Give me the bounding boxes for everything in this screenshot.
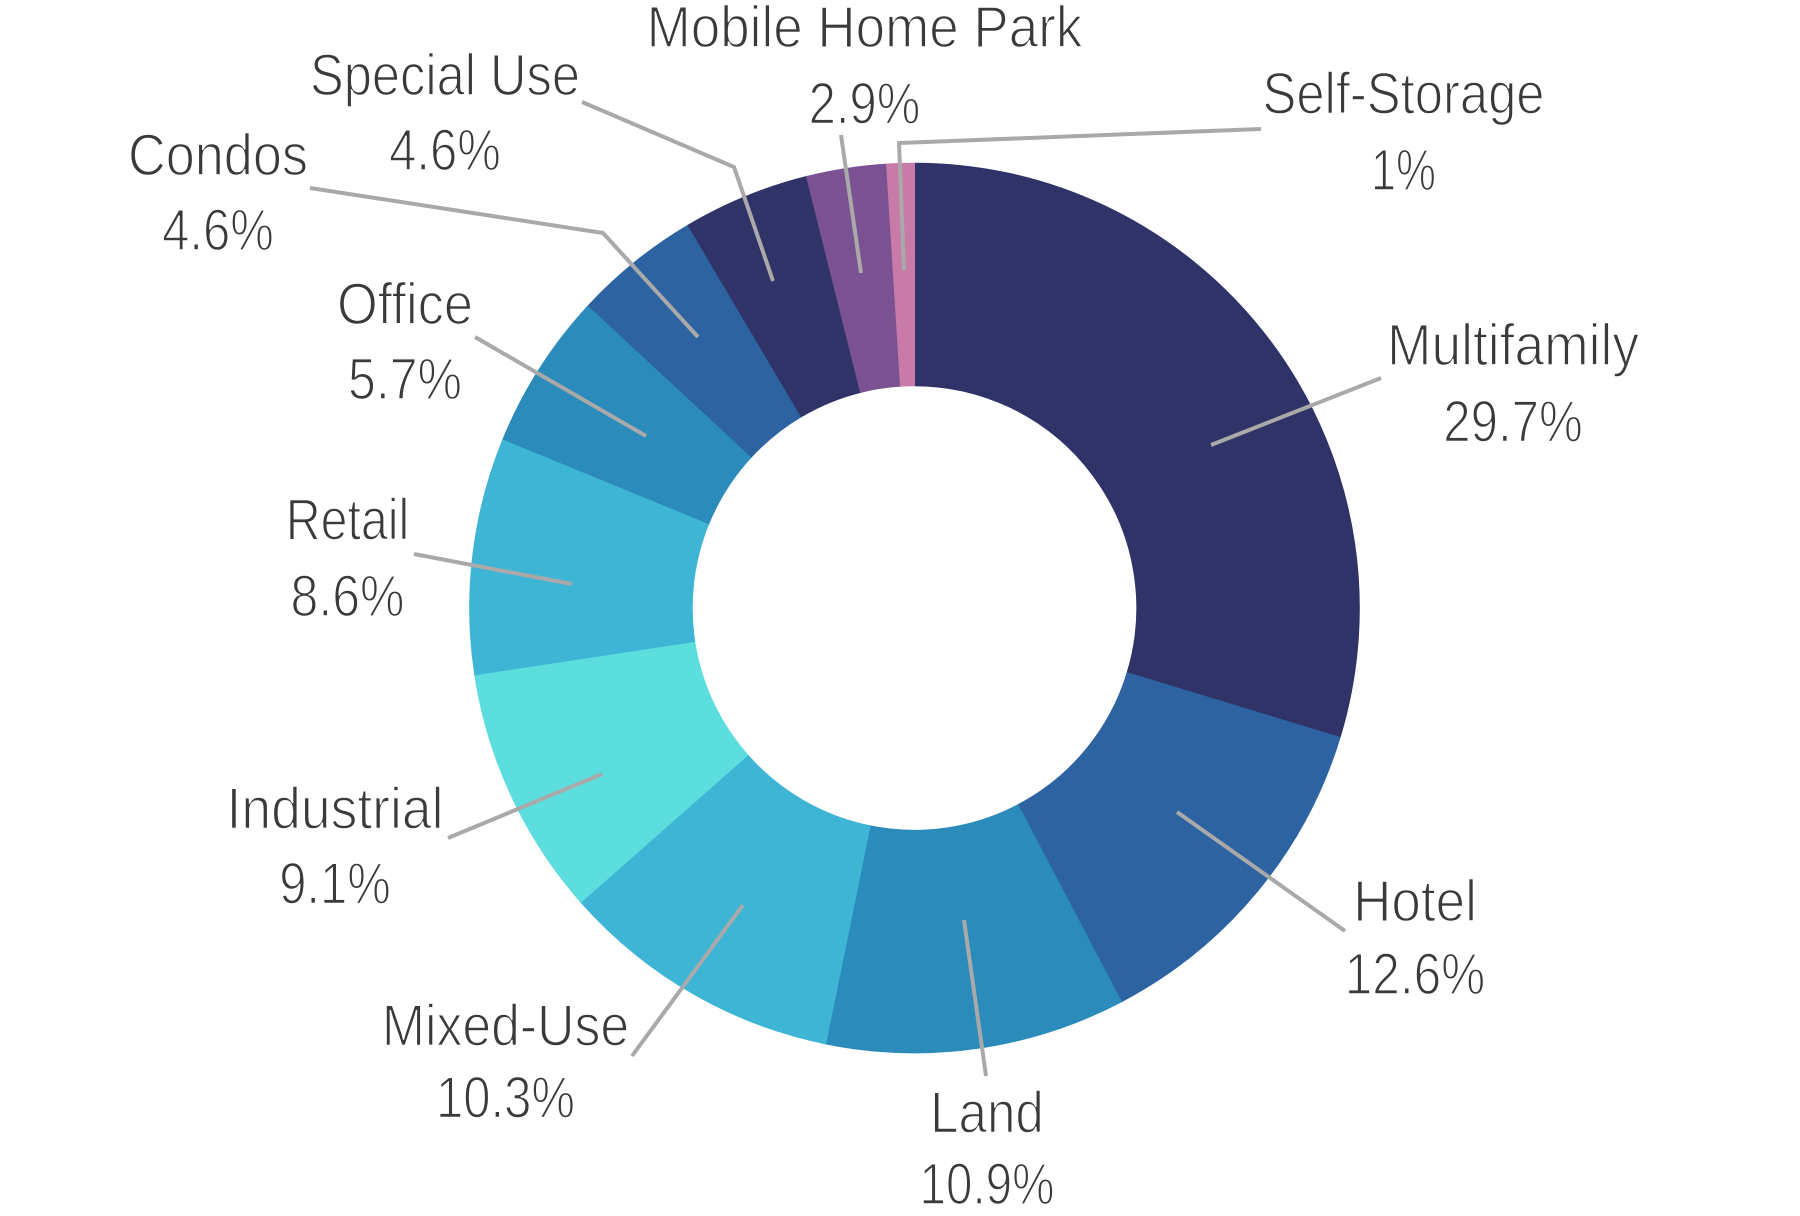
- svg-text:9.1%: 9.1%: [279, 852, 391, 917]
- svg-text:Self-Storage: Self-Storage: [1263, 61, 1545, 126]
- svg-text:1%: 1%: [1371, 138, 1436, 203]
- svg-text:Retail: Retail: [286, 488, 410, 553]
- svg-text:Mixed-Use: Mixed-Use: [382, 993, 629, 1058]
- svg-text:10.3%: 10.3%: [436, 1066, 575, 1131]
- svg-text:Mobile Home Park: Mobile Home Park: [647, 0, 1084, 60]
- svg-text:4.6%: 4.6%: [389, 118, 501, 183]
- svg-text:Hotel: Hotel: [1353, 869, 1477, 934]
- svg-text:2.9%: 2.9%: [809, 71, 921, 136]
- svg-text:8.6%: 8.6%: [291, 564, 405, 629]
- svg-text:Multifamily: Multifamily: [1387, 313, 1639, 378]
- svg-text:12.6%: 12.6%: [1345, 942, 1486, 1007]
- svg-text:Office: Office: [337, 272, 473, 337]
- svg-text:Condos: Condos: [128, 123, 308, 188]
- svg-text:10.9%: 10.9%: [920, 1152, 1055, 1216]
- svg-text:Special Use: Special Use: [310, 43, 580, 108]
- svg-text:4.6%: 4.6%: [162, 198, 274, 263]
- svg-text:Land: Land: [930, 1081, 1044, 1146]
- svg-text:29.7%: 29.7%: [1443, 390, 1583, 455]
- svg-text:5.7%: 5.7%: [348, 347, 462, 412]
- svg-text:Industrial: Industrial: [227, 777, 444, 842]
